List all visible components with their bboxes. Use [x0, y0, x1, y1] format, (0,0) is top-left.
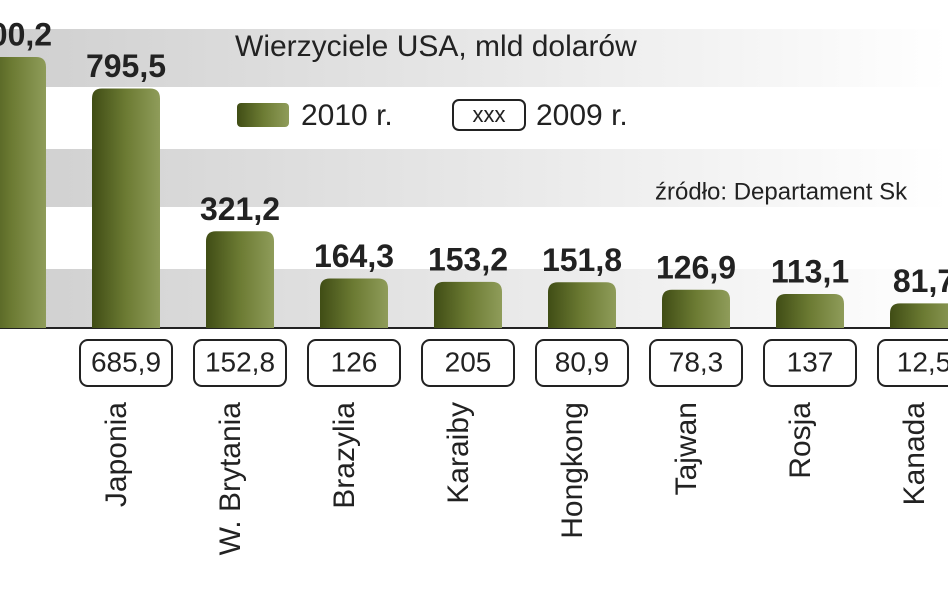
- x-tick-label: Brazylia: [328, 402, 361, 509]
- prev-year-label: 126: [331, 346, 378, 377]
- prev-year-label: 205: [445, 346, 492, 377]
- prev-year-box: [193, 339, 287, 387]
- prev-year-label: 152,8: [205, 346, 275, 377]
- legend-box: [452, 99, 526, 131]
- x-tick-label: Tajwan: [670, 402, 703, 495]
- prev-year-box: [79, 339, 173, 387]
- value-label: 153,2: [428, 241, 508, 277]
- source: źródło: Departament Sk: [655, 178, 908, 205]
- chart-title: Wierzyciele USA, mld dolarów: [235, 30, 637, 63]
- prev-year-box: [421, 339, 515, 387]
- value-label: 151,8: [542, 242, 622, 278]
- bar: [92, 88, 160, 328]
- x-tick-label: W. Brytania: [214, 402, 247, 556]
- bar: [662, 289, 730, 328]
- bar: [320, 278, 388, 328]
- value-label: 164,3: [314, 238, 394, 274]
- value-label: 321,2: [200, 191, 280, 227]
- value-label: 900,2: [0, 16, 52, 52]
- legend-swatch: [237, 103, 289, 127]
- x-tick-label: Rosja: [784, 402, 817, 479]
- prev-year-label: 137: [787, 346, 834, 377]
- value-label: 113,1: [771, 253, 849, 289]
- prev-year-label: 685,9: [91, 346, 161, 377]
- x-tick-label: Hongkong: [556, 402, 589, 539]
- x-tick-label: Japonia: [100, 402, 133, 507]
- x-tick-label: Kanada: [898, 402, 931, 506]
- legend-label: 2009 r.: [536, 99, 628, 132]
- value-label: 81,7: [893, 263, 948, 299]
- prev-year-label: 12,5: [897, 346, 948, 377]
- x-tick-label: Karaiby: [442, 402, 475, 504]
- prev-year-box: [877, 339, 948, 387]
- legend-label: 2010 r.: [301, 99, 393, 132]
- value-label: 126,9: [656, 249, 736, 285]
- prev-year-label: 80,9: [555, 346, 610, 377]
- bar: [206, 231, 274, 328]
- value-label: 795,5: [86, 48, 166, 84]
- legend-box-text: xxx: [473, 102, 506, 127]
- prev-year-box: [535, 339, 629, 387]
- prev-year-box: [307, 339, 401, 387]
- bar: [548, 282, 616, 328]
- bar: [434, 281, 502, 328]
- bar: [776, 293, 844, 328]
- bar: [890, 303, 948, 328]
- prev-year-label: 78,3: [669, 346, 724, 377]
- prev-year-box: [763, 339, 857, 387]
- bar: [0, 57, 46, 328]
- prev-year-box: [649, 339, 743, 387]
